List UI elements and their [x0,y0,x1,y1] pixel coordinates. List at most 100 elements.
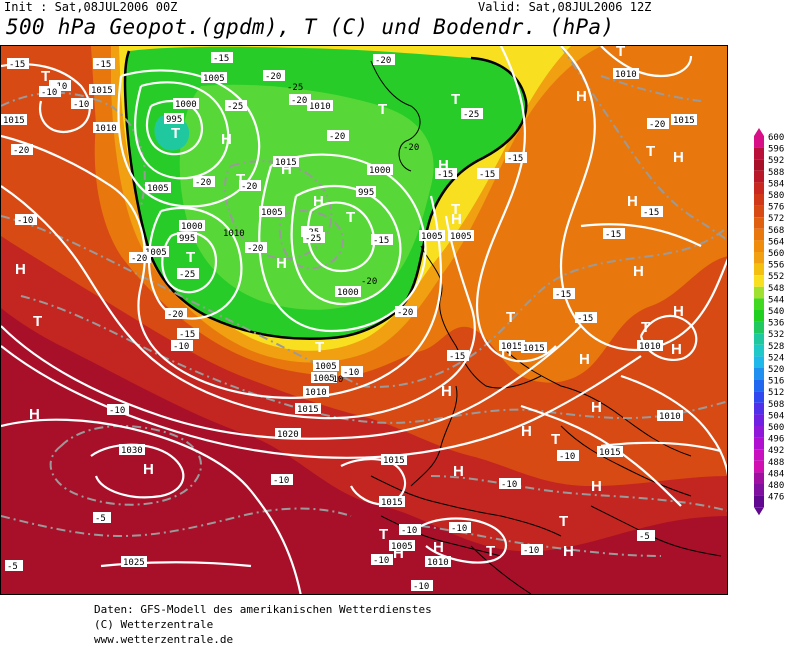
low-marker: T [171,125,180,142]
scale-swatch [754,437,764,450]
scale-swatch [754,356,764,368]
temperature-label: -10 [73,100,89,110]
isobar-label: 995 [166,115,182,125]
scale-arrow-top [754,128,764,136]
temperature-label: -10 [17,216,33,226]
scale-swatch [754,414,764,426]
isobar-label: 1025 [123,558,145,568]
temperature-label: -15 [605,230,621,240]
high-marker: H [591,399,602,416]
isobar-label: 1010 [427,558,449,568]
isobar-label: 1005 [147,184,169,194]
temperature-label: -10 [413,582,429,592]
field-green-light [179,84,434,310]
high-marker: H [438,157,449,174]
low-marker: T [616,46,625,60]
temperature-label: -15 [555,290,571,300]
scale-label: 596 [768,145,784,155]
pressure-centers: H H H H H H H H H H H H H H H H H H H H … [15,46,684,562]
high-marker: H [15,261,26,278]
high-marker: H [563,543,574,560]
scale-label: 592 [768,156,784,166]
isobar-label: 1010 [95,124,117,134]
scale-label: 600 [768,133,784,143]
scale-label: 512 [768,388,784,398]
scale-swatch [754,170,764,183]
isobar-label: 1020 [277,430,299,440]
scale-label: 544 [768,295,784,305]
high-marker: H [591,478,602,495]
scale-label: 536 [768,319,784,329]
scale-label: 560 [768,249,784,259]
scale-swatch [754,426,764,438]
high-marker: H [671,341,682,358]
temperature-label: -20 [397,308,413,318]
isobar-label: 1015 [381,498,403,508]
low-marker: T [33,313,42,330]
temperature-label: -10 [401,526,417,536]
scale-swatch [754,449,764,461]
isobar-label: 1030 [121,446,143,456]
scale-swatch [754,205,764,218]
footer-website: www.wetterzentrale.de [94,633,234,646]
temperature-label: -10 [173,342,189,352]
low-marker: T [186,249,195,266]
isobar-label: 1015 [3,116,25,126]
scale-label: 540 [768,307,784,317]
temperature-label: -20 [131,254,147,264]
scale-label: 552 [768,272,784,282]
low-marker: T [551,431,560,448]
temperature-label: -5 [95,514,106,524]
temperature-label: -20 [361,277,377,287]
temperature-label: -15 [643,208,659,218]
low-marker: T [315,339,324,356]
temperature-label: -5 [7,562,18,572]
high-marker: H [433,539,444,556]
temperature-label: -5 [639,532,650,542]
high-marker: H [451,211,462,228]
temperature-label: -15 [507,154,523,164]
scale-swatch [754,310,764,322]
scale-swatch [754,136,764,148]
low-marker: T [379,526,388,543]
scale-label: 572 [768,214,784,224]
low-marker: T [506,309,515,326]
low-marker: T [236,171,245,188]
scale-swatch [754,252,764,264]
temperature-label: -10 [109,406,125,416]
isobar-label: 1010 [639,342,661,352]
high-marker: H [453,463,464,480]
temperature-label: -10 [41,88,57,98]
scale-arrow-bottom [754,507,764,516]
isobar-label: 1000 [175,100,197,110]
isobar-label: 1015 [523,344,545,354]
temperature-label: -10 [327,375,343,385]
high-marker: H [521,423,532,440]
scale-label: 496 [768,435,784,445]
temperature-label: -10 [559,452,575,462]
scale-swatch [754,147,764,160]
temperature-label: -25 [305,234,321,244]
scale-swatch [754,263,764,276]
high-marker: H [276,255,287,272]
high-marker: H [281,161,292,178]
isobar-label: 1005 [450,232,472,242]
isobar-label: 1015 [599,448,621,458]
temperature-label: -15 [9,60,25,70]
isobar-label: 1010 [615,70,637,80]
scale-label: 500 [768,423,784,433]
isobar-label: 995 [358,188,374,198]
low-marker: T [559,513,568,530]
temperature-label: -20 [375,56,391,66]
isobar-label: 1010 [223,229,245,239]
scale-swatch [754,298,764,310]
isobar-label: 1005 [261,208,283,218]
temperature-label: -10 [451,524,467,534]
temperature-label: -25 [463,110,479,120]
temperature-label: -20 [649,120,665,130]
temperature-label: -25 [179,270,195,280]
isobar-label: 1000 [181,222,203,232]
temperature-label: -25 [287,83,303,93]
isobar-label: 1000 [369,166,391,176]
